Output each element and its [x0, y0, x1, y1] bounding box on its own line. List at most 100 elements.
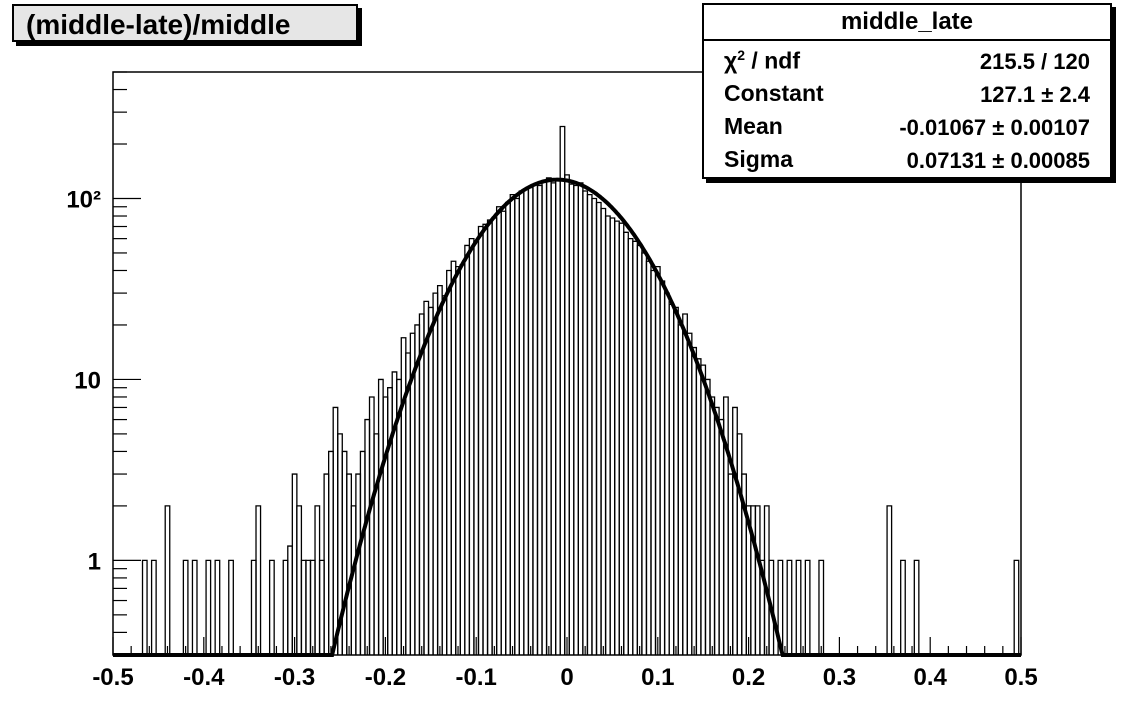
histogram-bin: [695, 358, 702, 655]
histogram-bin: [663, 292, 670, 655]
histogram-bin: [268, 559, 275, 655]
histogram-bin: [818, 559, 825, 655]
histogram-bin: [441, 295, 448, 655]
histogram-bin: [446, 269, 452, 655]
histogram-bin: [577, 182, 584, 655]
histogram-bin: [754, 505, 761, 655]
histogram-bin: [527, 186, 534, 655]
histogram-bin: [364, 418, 371, 655]
histogram-bin: [900, 559, 906, 655]
histogram-bin: [677, 324, 684, 655]
histogram-bin: [468, 237, 475, 655]
histogram-bin: [659, 280, 666, 655]
x-tick-label: 0.3: [823, 664, 856, 691]
histogram-bin: [627, 237, 634, 655]
x-tick-label: -0.3: [274, 664, 315, 691]
stats-row-mean: Mean -0.01067 ± 0.00107: [704, 111, 1110, 144]
histogram-bin: [432, 292, 439, 655]
stats-label-sigma: Sigma: [724, 146, 794, 172]
histogram-bin: [214, 559, 221, 655]
histogram-bin: [595, 201, 602, 655]
histogram-bin: [291, 473, 298, 655]
histogram-bin: [573, 184, 579, 655]
histogram-bin: [523, 188, 530, 655]
histogram-bin: [414, 324, 421, 655]
histogram-bin: [359, 450, 366, 655]
histogram-bin: [509, 193, 516, 655]
histogram-bin: [228, 559, 234, 655]
histogram-bin: [536, 184, 543, 655]
histogram-bin: [559, 125, 566, 655]
histogram-bin: [491, 217, 498, 655]
histogram-bin: [704, 378, 711, 655]
histogram-bin: [450, 260, 457, 655]
histogram-bin: [568, 183, 575, 655]
stats-label-constant: Constant: [724, 80, 824, 106]
histogram-bin: [700, 364, 707, 655]
histogram-bin: [495, 206, 502, 655]
histogram-bin: [786, 559, 793, 655]
histogram-bin: [514, 197, 520, 655]
histogram-bin: [713, 406, 720, 655]
y-tick-label: 10: [74, 367, 101, 394]
stats-row-sigma: Sigma 0.07131 ± 0.00085: [704, 144, 1110, 177]
histogram-bin: [482, 223, 489, 655]
stats-row-chi2: χ2 / ndf 215.5 / 120: [704, 45, 1110, 78]
fit-statistics-box: middle_late χ2 / ndf 215.5 / 120 Constan…: [702, 3, 1112, 179]
histogram-bin: [346, 473, 352, 655]
histogram-bin: [250, 559, 257, 655]
histogram-bin: [309, 559, 316, 655]
histogram-bin: [691, 346, 698, 655]
histogram-bin: [296, 505, 303, 655]
histogram-bin: [532, 183, 539, 655]
histogram-bin: [141, 559, 148, 655]
histogram-bin: [341, 450, 348, 655]
histogram-bin: [164, 505, 171, 655]
histogram-bin: [609, 217, 616, 655]
histogram-bin: [795, 559, 802, 655]
x-tick-label: -0.5: [92, 664, 133, 691]
gaussian-fit-curve: [113, 177, 1021, 657]
histogram-bin: [282, 559, 289, 655]
histogram-bin: [586, 193, 593, 655]
histogram-bin: [182, 559, 189, 655]
histogram-bin: [500, 210, 507, 655]
histogram-bin: [423, 300, 430, 655]
histogram-bin: [886, 505, 893, 655]
histogram-bin: [804, 559, 811, 655]
histogram-bin: [632, 240, 639, 655]
histogram-bin: [686, 332, 693, 655]
x-tick-label: 0.5: [1004, 664, 1037, 691]
x-tick-label: -0.4: [183, 664, 225, 691]
x-tick-label: -0.1: [456, 664, 497, 691]
stats-row-constant: Constant 127.1 ± 2.4: [704, 78, 1110, 111]
histogram-bin: [913, 559, 920, 655]
histogram-bin: [205, 559, 212, 655]
histogram-bin: [582, 190, 589, 655]
histogram-bin: [718, 418, 725, 655]
histogram-bin: [255, 505, 262, 655]
histogram-bin: [777, 559, 784, 655]
histogram-bin: [682, 313, 688, 655]
x-tick-label: -0.2: [365, 664, 406, 691]
histogram-bin: [368, 396, 375, 655]
histogram-bin: [427, 306, 434, 655]
x-tick-label: 0.4: [914, 664, 948, 691]
histogram-bin: [191, 559, 198, 655]
histogram-bin: [318, 559, 325, 655]
histogram-bin: [418, 313, 425, 655]
x-tick-label: 0.1: [641, 664, 674, 691]
histogram-bin: [400, 337, 407, 655]
histogram-bin: [604, 215, 611, 655]
histogram-bin: [150, 559, 157, 655]
histogram-bin: [300, 559, 307, 655]
stats-value-constant: 127.1 ± 2.4: [980, 82, 1090, 107]
histogram-bin: [505, 201, 511, 655]
stats-value-chi2: 215.5 / 120: [979, 49, 1090, 74]
histogram-bin: [545, 177, 552, 655]
histogram-bin: [314, 505, 321, 655]
stats-label-chi2: χ2 / ndf: [724, 47, 800, 74]
histogram-title-box: (middle-late)/middle: [12, 4, 358, 42]
histogram-bin: [736, 433, 743, 655]
